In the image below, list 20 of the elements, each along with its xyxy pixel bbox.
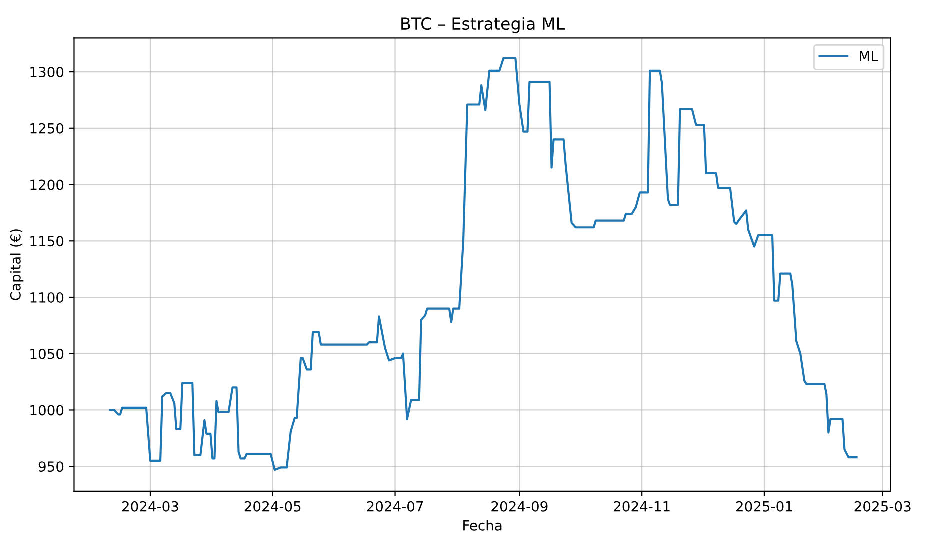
- x-tick-label: 2024-09: [492, 501, 548, 512]
- y-tick-label: 1250: [30, 123, 64, 134]
- x-tick-label: 2024-05: [244, 501, 301, 512]
- x-tick-label: 2024-07: [367, 501, 424, 512]
- y-axis-title: Capital (€): [10, 230, 24, 300]
- y-tick-label: 1300: [30, 67, 64, 78]
- x-tick-label: 2025-01: [736, 501, 792, 512]
- y-tick-label: 1050: [30, 348, 64, 360]
- y-tick-label: 1100: [30, 292, 64, 303]
- y-tick-label: 950: [38, 462, 64, 472]
- y-tick-label: 1200: [30, 180, 64, 190]
- line-series: [109, 57, 858, 472]
- x-tick-label: 2025-03: [854, 501, 911, 512]
- x-tick-label: 2024-03: [122, 501, 178, 512]
- x-tick-label: 2024-11: [614, 501, 670, 512]
- x-axis-title: Fecha: [464, 520, 502, 531]
- y-tick-label: 1000: [30, 405, 64, 416]
- legend-label: ML: [860, 51, 878, 62]
- y-tick-label: 1150: [30, 236, 64, 247]
- chart-title: BTC – Estrategia ML: [402, 17, 566, 34]
